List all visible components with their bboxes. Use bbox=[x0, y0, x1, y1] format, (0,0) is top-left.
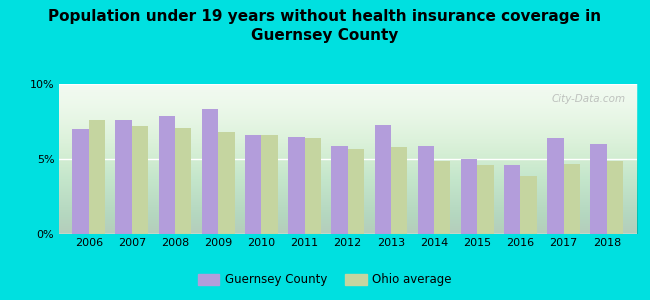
Bar bbox=[607, 160, 623, 234]
Bar bbox=[261, 135, 278, 234]
Bar bbox=[88, 120, 105, 234]
Bar bbox=[116, 120, 132, 234]
Bar bbox=[461, 159, 477, 234]
Bar bbox=[564, 164, 580, 234]
Bar bbox=[159, 116, 175, 234]
Bar bbox=[72, 129, 88, 234]
Bar bbox=[218, 132, 235, 234]
Bar bbox=[175, 128, 192, 234]
Bar bbox=[504, 165, 521, 234]
Legend: Guernsey County, Ohio average: Guernsey County, Ohio average bbox=[193, 269, 457, 291]
Bar bbox=[374, 124, 391, 234]
Bar bbox=[288, 136, 305, 234]
Bar bbox=[391, 147, 408, 234]
Text: Population under 19 years without health insurance coverage in
Guernsey County: Population under 19 years without health… bbox=[49, 9, 601, 43]
Bar bbox=[477, 165, 493, 234]
Bar bbox=[305, 138, 321, 234]
Text: City-Data.com: City-Data.com bbox=[551, 94, 625, 104]
Bar bbox=[332, 146, 348, 234]
Bar bbox=[245, 135, 261, 234]
Bar bbox=[202, 110, 218, 234]
Bar bbox=[590, 144, 607, 234]
Bar bbox=[348, 148, 364, 234]
Bar bbox=[434, 160, 450, 234]
Bar bbox=[547, 138, 564, 234]
Bar bbox=[418, 146, 434, 234]
Bar bbox=[132, 126, 148, 234]
Bar bbox=[521, 176, 537, 234]
